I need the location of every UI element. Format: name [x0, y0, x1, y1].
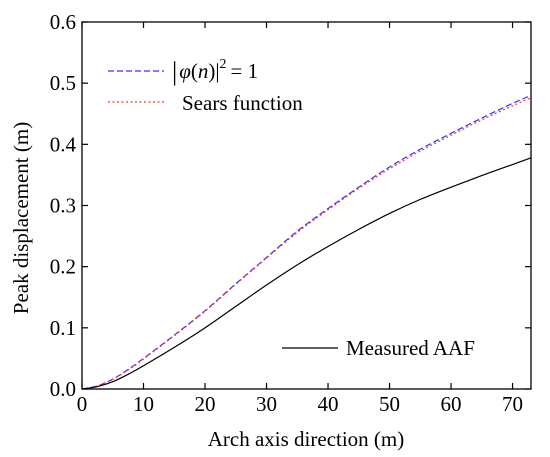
x-tick-label-4: 40 [318, 392, 339, 416]
y-tick-label-5: 0.5 [50, 71, 76, 95]
y-tick-label-0: 0.0 [50, 377, 76, 401]
legend-label-1: Sears function [182, 91, 303, 115]
legend-label-0: |φ(n)|2 = 1 [172, 57, 258, 86]
legend-label-2: Measured AAF [346, 336, 475, 360]
y-tick-label-3: 0.3 [50, 194, 76, 218]
plot-frame [81, 21, 532, 390]
series-line-0 [81, 94, 532, 390]
x-axis-title: Arch axis direction (m) [208, 427, 405, 451]
x-tick-label-7: 70 [502, 392, 523, 416]
series-line-1 [81, 97, 532, 390]
ticks-group: 0 10 20 30 40 50 60 70 0.0 0.1 0.2 0.3 0.4 0.5 0.6 [50, 10, 531, 416]
series-group [81, 94, 532, 390]
x-tick-label-3: 30 [256, 392, 277, 416]
legend: |φ(n)|2 = 1 Sears function Measured AAF [108, 57, 475, 360]
series-line-2 [81, 157, 532, 390]
y-axis-title: Peak displacement (m) [9, 122, 33, 314]
x-tick-label-0: 0 [77, 392, 88, 416]
plot-frame-group [81, 21, 532, 390]
x-tick-label-2: 20 [195, 392, 216, 416]
x-tick-label-6: 60 [441, 392, 462, 416]
y-tick-label-2: 0.2 [50, 255, 76, 279]
y-tick-label-6: 0.6 [50, 10, 76, 34]
x-tick-label-1: 10 [133, 392, 154, 416]
y-tick-label-4: 0.4 [50, 132, 77, 156]
x-tick-label-5: 50 [379, 392, 400, 416]
y-tick-label-1: 0.1 [50, 316, 76, 340]
